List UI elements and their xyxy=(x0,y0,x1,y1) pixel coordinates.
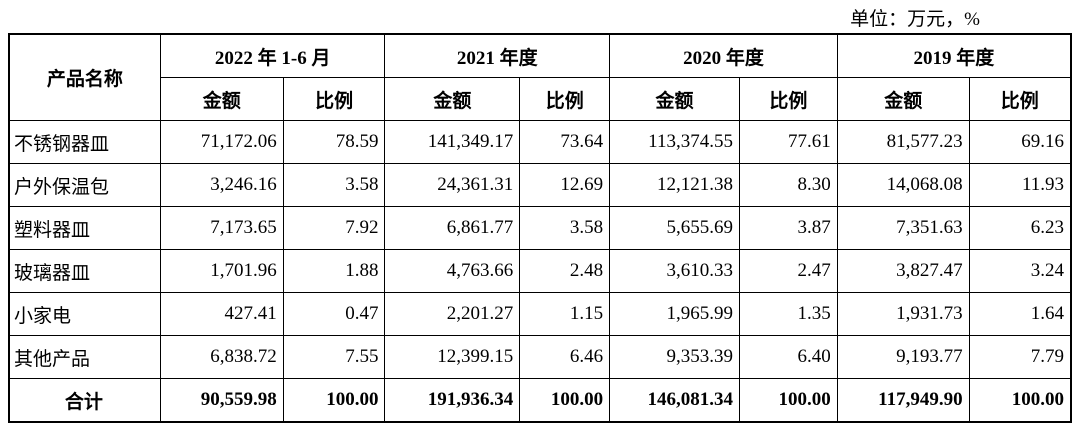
total-cell: 191,936.34 xyxy=(384,378,521,423)
product-name: 塑料器皿 xyxy=(8,206,161,250)
data-row: 其他产品 6,838.72 7.55 12,399.15 6.46 9,353.39 6.4… xyxy=(8,335,1072,379)
cell: 8.30 xyxy=(738,163,838,207)
cell: 73.64 xyxy=(519,120,611,164)
cell: 1,965.99 xyxy=(609,292,740,336)
cell: 3,827.47 xyxy=(836,249,970,293)
product-name: 玻璃器皿 xyxy=(8,249,161,293)
data-row: 玻璃器皿 1,701.96 1.88 4,763.66 2.48 3,610.33 2.47… xyxy=(8,249,1072,293)
cell: 6,838.72 xyxy=(159,335,284,379)
total-cell: 100.00 xyxy=(968,378,1072,423)
cell: 1.35 xyxy=(738,292,838,336)
column-header: 比例 xyxy=(738,77,838,121)
total-label: 合计 xyxy=(8,378,161,423)
column-header: 金额 xyxy=(159,77,284,121)
total-cell: 117,949.90 xyxy=(836,378,970,423)
column-header: 比例 xyxy=(282,77,386,121)
data-row: 户外保温包 3,246.16 3.58 24,361.31 12.69 12,121.38… xyxy=(8,163,1072,207)
cell: 2,201.27 xyxy=(384,292,521,336)
header-row: 产品名称 2022 年 1-6 月 2021 年度 2020 年度 2019 年度 xyxy=(8,33,1072,121)
cell: 2.47 xyxy=(738,249,838,293)
corner-header: 产品名称 xyxy=(8,33,161,121)
cell: 1,931.73 xyxy=(836,292,970,336)
cell: 4,763.66 xyxy=(384,249,521,293)
cell: 77.61 xyxy=(738,120,838,164)
cell: 12,121.38 xyxy=(609,163,740,207)
cell: 6.46 xyxy=(519,335,611,379)
unit-note: 单位：万元，% xyxy=(850,9,980,30)
product-name: 其他产品 xyxy=(8,335,161,379)
cell: 3.24 xyxy=(968,249,1072,293)
column-header: 比例 xyxy=(968,77,1072,121)
data-row: 不锈钢器皿 71,172.06 78.59 141,349.17 73.64 113,37… xyxy=(8,120,1072,164)
cell: 12.69 xyxy=(519,163,611,207)
cell: 6.23 xyxy=(968,206,1072,250)
cell: 71,172.06 xyxy=(159,120,284,164)
cell: 78.59 xyxy=(282,120,386,164)
cell: 12,399.15 xyxy=(384,335,521,379)
cell: 3,246.16 xyxy=(159,163,284,207)
column-header: 金额 xyxy=(609,77,740,121)
cell: 7.55 xyxy=(282,335,386,379)
cell: 0.47 xyxy=(282,292,386,336)
cell: 3.58 xyxy=(282,163,386,207)
cell: 1.15 xyxy=(519,292,611,336)
column-header: 比例 xyxy=(519,77,611,121)
subheader-row: 金额 比例 金额 比例 金额 比例 金额 比例 xyxy=(9,77,1072,121)
cell: 113,374.55 xyxy=(609,120,740,164)
product-name: 户外保温包 xyxy=(8,163,161,207)
data-row: 塑料器皿 7,173.65 7.92 6,861.77 3.58 5,655.69 3.87… xyxy=(8,206,1072,250)
cell: 5,655.69 xyxy=(609,206,740,250)
cell: 3,610.33 xyxy=(609,249,740,293)
period-header: 2020 年度 xyxy=(609,33,838,78)
total-row: 合计 90,559.98 100.00 191,936.34 100.00 146,081… xyxy=(8,378,1072,423)
cell: 1.64 xyxy=(968,292,1072,336)
cell: 7,173.65 xyxy=(159,206,284,250)
total-cell: 100.00 xyxy=(519,378,611,423)
product-name: 不锈钢器皿 xyxy=(8,120,161,164)
cell: 9,193.77 xyxy=(836,335,970,379)
cell: 1,701.96 xyxy=(159,249,284,293)
cell: 7.92 xyxy=(282,206,386,250)
product-name: 小家电 xyxy=(8,292,161,336)
cell: 69.16 xyxy=(968,120,1072,164)
cell: 24,361.31 xyxy=(384,163,521,207)
column-header: 金额 xyxy=(836,77,970,121)
cell: 14,068.08 xyxy=(836,163,970,207)
cell: 427.41 xyxy=(159,292,284,336)
cell: 1.88 xyxy=(282,249,386,293)
total-cell: 90,559.98 xyxy=(159,378,284,423)
total-cell: 100.00 xyxy=(738,378,838,423)
total-cell: 100.00 xyxy=(282,378,386,423)
total-cell: 146,081.34 xyxy=(609,378,740,423)
cell: 7,351.63 xyxy=(836,206,970,250)
column-header: 金额 xyxy=(384,77,521,121)
cell: 3.58 xyxy=(519,206,611,250)
period-header: 2022 年 1-6 月 xyxy=(159,33,386,78)
cell: 11.93 xyxy=(968,163,1072,207)
period-header: 2019 年度 xyxy=(836,33,1072,78)
cell: 6,861.77 xyxy=(384,206,521,250)
cell: 3.87 xyxy=(738,206,838,250)
cell: 81,577.23 xyxy=(836,120,970,164)
cell: 2.48 xyxy=(519,249,611,293)
cell: 7.79 xyxy=(968,335,1072,379)
cell: 9,353.39 xyxy=(609,335,740,379)
revenue-table: 产品名称 2022 年 1-6 月 2021 年度 2020 年度 2019 年度 金额比… xyxy=(8,33,1072,423)
cell: 6.40 xyxy=(738,335,838,379)
data-row: 小家电 427.41 0.47 2,201.27 1.15 1,965.99 1.35 1,9… xyxy=(8,292,1072,336)
cell: 141,349.17 xyxy=(384,120,521,164)
period-header: 2021 年度 xyxy=(384,33,611,78)
